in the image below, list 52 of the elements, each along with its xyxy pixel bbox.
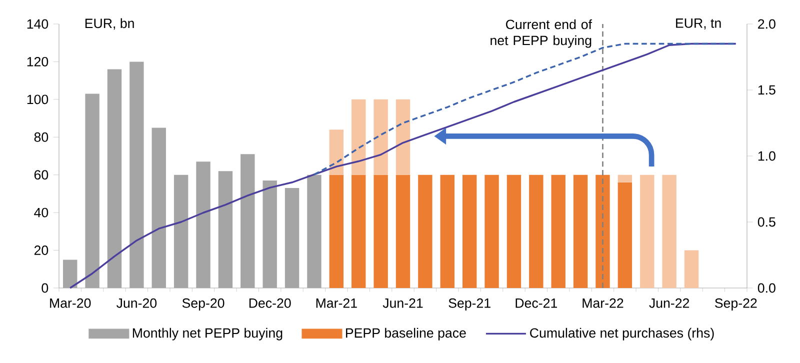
x-tick-label: Dec-20 xyxy=(249,298,291,308)
y2-tick-label: 1.0 xyxy=(758,151,776,161)
legend-label: PEPP baseline pace xyxy=(346,328,466,340)
legend-label: Monthly net PEPP buying xyxy=(132,328,282,340)
x-tick-label: Jun-22 xyxy=(649,298,690,308)
bar xyxy=(618,182,632,288)
y2-tick-label: 0.0 xyxy=(758,283,776,293)
bar xyxy=(551,174,566,288)
x-tick-label: Sep-21 xyxy=(448,298,490,310)
x-tick-label: Jun-20 xyxy=(116,298,157,308)
y-tick-label: 140 xyxy=(27,19,48,29)
y-tick-label: 0 xyxy=(42,283,48,293)
bar xyxy=(484,174,499,288)
x-tick-label: Mar-20 xyxy=(50,298,91,308)
y-tick-label: 60 xyxy=(34,170,48,180)
y2-tick-label: 0.5 xyxy=(758,217,776,227)
bar xyxy=(329,174,344,288)
x-tick-label: Sep-20 xyxy=(182,298,224,310)
bar xyxy=(352,99,366,175)
bar xyxy=(529,174,544,288)
y2-tick-label: 1.5 xyxy=(758,85,776,95)
y-axis-title: EUR, bn xyxy=(85,18,134,30)
bar xyxy=(684,250,699,288)
bar xyxy=(640,174,654,288)
bar xyxy=(374,99,388,175)
y-tick-label: 120 xyxy=(27,56,48,66)
bar xyxy=(596,174,610,288)
y-tick-label: 40 xyxy=(34,208,48,218)
y2-axis-title: EUR, tn xyxy=(676,18,721,30)
bar xyxy=(396,99,410,175)
y-tick-label: 20 xyxy=(34,246,48,255)
x-tick-label: Mar-22 xyxy=(582,298,624,308)
x-tick-label: Mar-21 xyxy=(316,298,357,308)
bar xyxy=(662,174,676,288)
bar xyxy=(329,130,344,175)
y2-tick-label: 2.0 xyxy=(758,19,776,29)
bar xyxy=(396,174,410,288)
bar xyxy=(573,174,588,288)
legend-label: Cumulative net purchases (rhs) xyxy=(530,328,714,340)
bar xyxy=(418,174,432,288)
bar xyxy=(374,174,388,288)
bar xyxy=(618,174,632,182)
bar xyxy=(462,174,477,288)
bar xyxy=(352,174,366,288)
x-tick-label: Dec-21 xyxy=(516,298,557,308)
y-tick-label: 80 xyxy=(34,132,48,142)
x-tick-label: Jun-21 xyxy=(382,298,423,308)
bar xyxy=(440,174,454,288)
y-tick-label: 100 xyxy=(27,94,48,104)
bar xyxy=(506,174,522,288)
x-tick-label: Sep-22 xyxy=(715,298,757,310)
ref-line-label: Current end of net PEPP buying xyxy=(490,19,592,48)
